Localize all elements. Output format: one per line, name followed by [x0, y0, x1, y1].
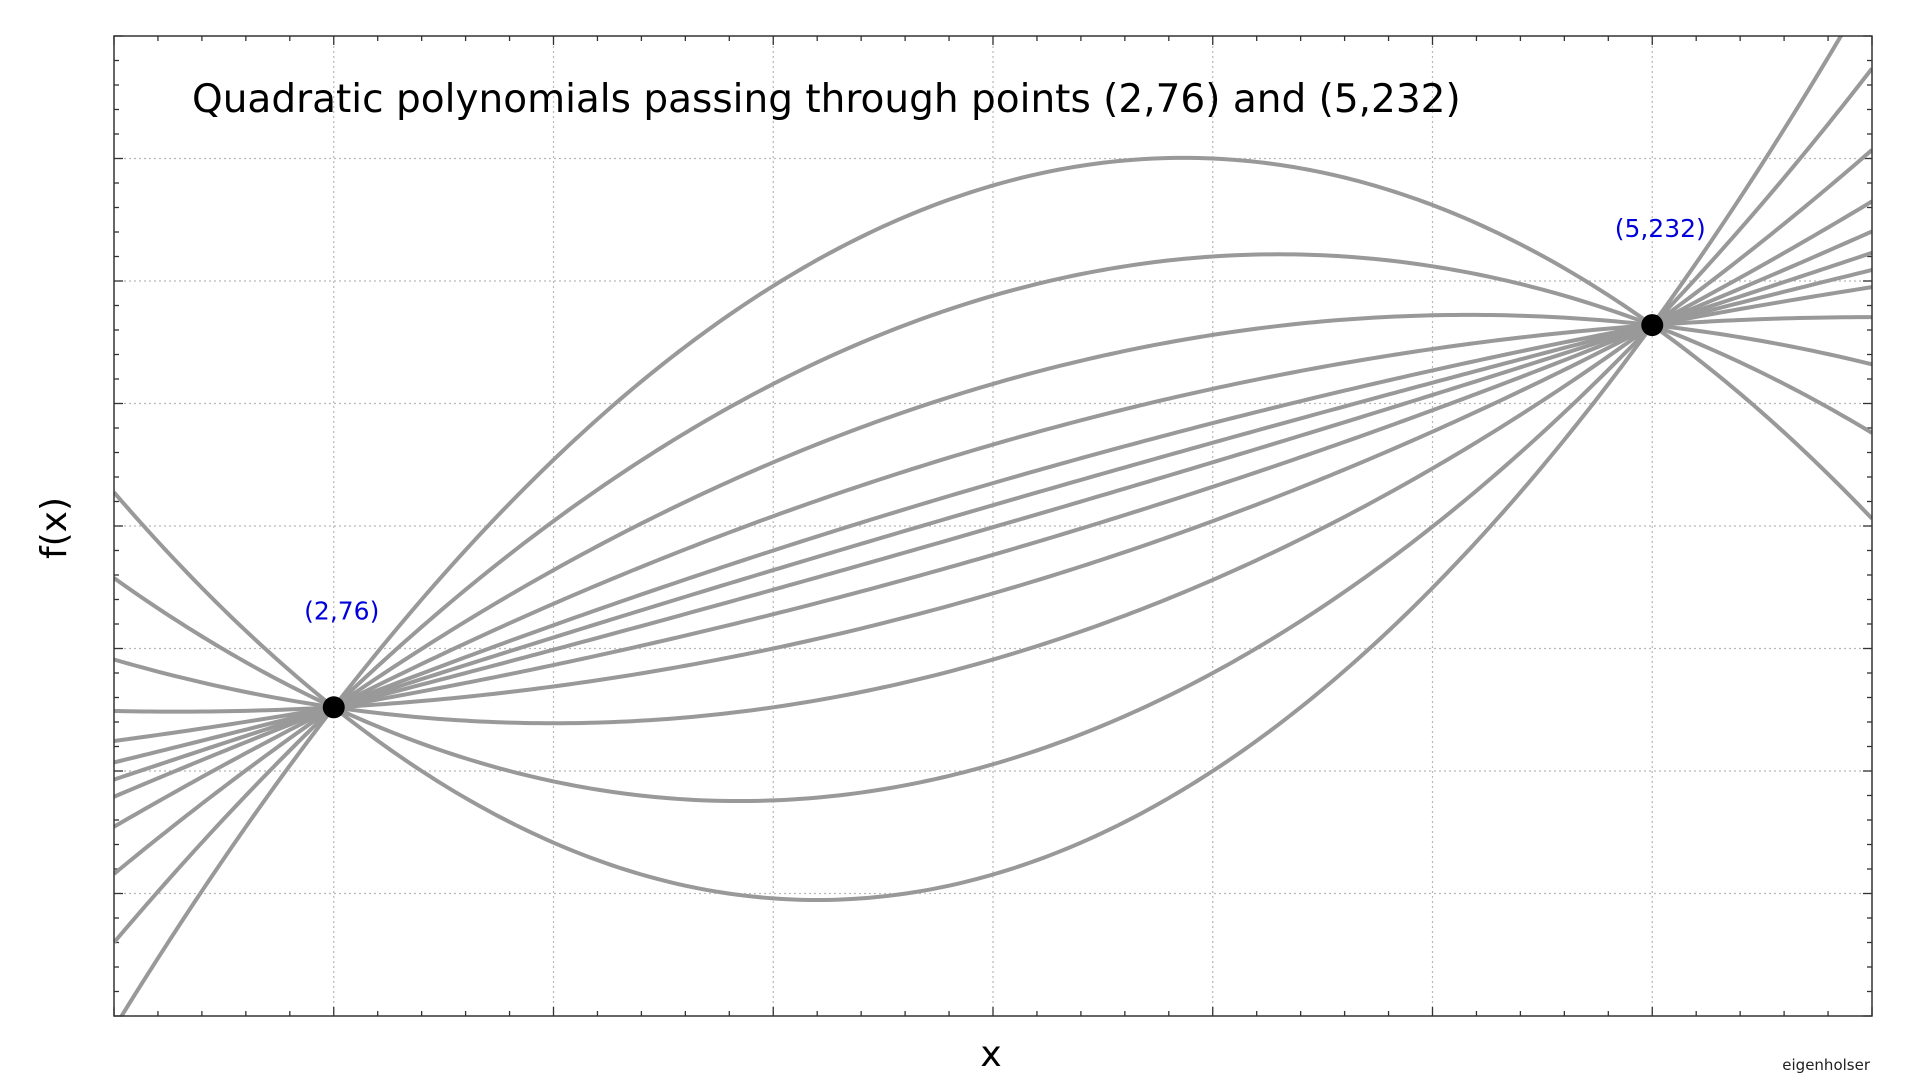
series-line-a=65 [114, 36, 1844, 902]
series-line-a=14 [114, 199, 1872, 714]
plot-frame [113, 35, 1873, 1017]
series-line-a=-40 [114, 252, 1872, 944]
series-line-a=-24 [114, 312, 1872, 876]
series-line-a=26 [114, 148, 1872, 726]
series-line-a=-13 [114, 315, 1872, 829]
axis-ticks [113, 35, 1873, 1017]
point-label: (2,76) [304, 596, 379, 625]
points: (2,76) (5,232) [304, 214, 1706, 719]
series-line-a=-60 [119, 155, 1872, 1016]
series-line-a=2 [114, 250, 1872, 765]
series-line-a=-2 [114, 268, 1872, 782]
point-label: (5,232) [1615, 214, 1706, 243]
data-point [1641, 314, 1664, 337]
data-point [322, 696, 345, 719]
y-axis-label: f(x) [34, 497, 75, 559]
curves [114, 36, 1872, 1016]
x-axis-label: x [980, 1034, 1001, 1075]
chart-title: Quadratic polynomials passing through po… [192, 77, 1461, 122]
series-line-a=45 [114, 67, 1872, 804]
credit-text: eigenholser [1782, 1056, 1871, 1074]
series-line-a=-6 [114, 285, 1872, 799]
series-line-a=7 [114, 229, 1872, 743]
